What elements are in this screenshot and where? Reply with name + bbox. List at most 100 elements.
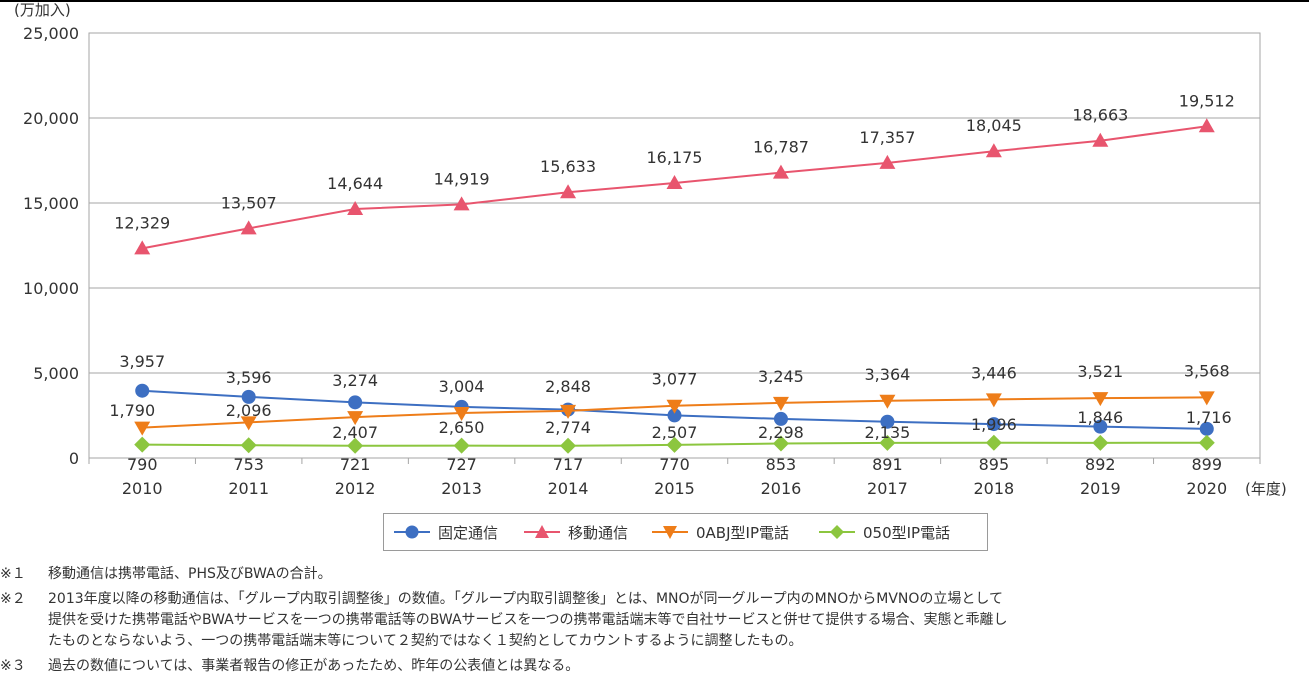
point-circle	[773, 411, 788, 426]
data-label: 2,298	[758, 423, 804, 442]
y-tick-label: 5,000	[33, 364, 79, 383]
footnote-line: 過去の数値については、事業者報告の修正があったため、昨年の公表値とは異なる。	[48, 658, 580, 674]
point-triangle	[134, 240, 151, 255]
triangle-down-marker-icon	[652, 526, 688, 539]
point-triangle	[1092, 132, 1109, 147]
legend-label-mobile: 移動通信	[568, 523, 629, 542]
data-label: 2,507	[652, 423, 698, 442]
data-label: 717	[553, 455, 584, 474]
point-triangle-down	[879, 394, 896, 409]
point-triangle	[666, 175, 683, 190]
data-label: 891	[872, 455, 903, 474]
y-tick-label: 15,000	[23, 194, 79, 213]
data-label-layer: 3,957 3,596 3,274 3,004 2,848 2,507 2,298 2,135…	[109, 91, 1234, 474]
data-label: 727	[446, 455, 477, 474]
y-tick-label: 20,000	[23, 109, 79, 128]
data-label: 14,919	[434, 169, 490, 188]
point-circle	[1199, 421, 1214, 436]
point-circle	[986, 417, 1001, 432]
data-label: 1,846	[1077, 408, 1123, 427]
data-label: 3,245	[758, 367, 804, 386]
data-label: 3,568	[1184, 361, 1230, 380]
data-label: 1,790	[109, 401, 155, 420]
point-diamond	[347, 437, 364, 454]
x-tick-label: 2017	[867, 479, 908, 498]
data-label: 3,596	[226, 368, 272, 387]
data-label: 753	[233, 455, 264, 474]
point-diamond	[1092, 434, 1109, 451]
data-label: 15,633	[540, 157, 596, 176]
chart-legend: 固定通信 移動通信 0ABJ型IP電話 050型IP電話	[383, 513, 988, 551]
point-diamond	[240, 437, 257, 454]
data-label: 2,096	[226, 401, 272, 420]
point-diamond	[453, 437, 470, 454]
grid-layer	[88, 32, 1261, 459]
x-tick-label: 2016	[761, 479, 802, 498]
data-label: 1,716	[1186, 408, 1232, 427]
point-triangle	[772, 164, 789, 179]
data-label: 3,521	[1077, 362, 1123, 381]
data-label: 13,507	[221, 193, 277, 212]
data-label: 18,045	[966, 116, 1022, 135]
plot-frame	[88, 32, 1261, 459]
data-label: 3,077	[652, 370, 698, 389]
point-triangle	[453, 196, 470, 211]
footnote-3: ※３ 過去の数値については、事業者報告の修正があったため、昨年の公表値とは異なる…	[0, 656, 1309, 677]
series-layer	[134, 118, 1215, 454]
x-tick-label: 2011	[228, 479, 269, 498]
point-triangle	[240, 220, 257, 235]
x-tick-label: 2010	[122, 479, 163, 498]
point-triangle-down	[560, 404, 577, 419]
point-circle	[348, 395, 363, 410]
data-label: 770	[659, 455, 690, 474]
data-label: 2,407	[332, 423, 378, 442]
data-label: 2,848	[545, 377, 591, 396]
point-triangle-down	[772, 396, 789, 411]
legend-item-050: 050型IP電話	[819, 514, 950, 550]
point-diamond	[772, 435, 789, 452]
legend-label-0abj: 0ABJ型IP電話	[696, 523, 789, 542]
point-triangle-down	[985, 393, 1002, 408]
legend-label-fixed: 固定通信	[438, 523, 499, 542]
footnote-mark: ※２	[0, 591, 26, 607]
x-unit-label: (年度)	[1245, 480, 1287, 498]
point-triangle	[560, 184, 577, 199]
legend-label-050: 050型IP電話	[863, 523, 951, 542]
y-unit-label: (万加入)	[14, 1, 71, 19]
footnotes: ※１ 移動通信は携帯電話、PHS及びBWAの合計。 ※２ 2013年度以降の移動…	[0, 564, 1309, 681]
data-label: 2,774	[545, 418, 591, 437]
point-diamond	[985, 434, 1002, 451]
x-tick-label: 2013	[441, 479, 482, 498]
point-triangle	[879, 154, 896, 169]
point-triangle	[985, 143, 1002, 158]
data-label: 12,329	[114, 213, 170, 232]
footnote-line: 移動通信は携帯電話、PHS及びBWAの合計。	[48, 566, 332, 582]
x-tick-label: 2019	[1080, 479, 1121, 498]
point-circle	[1093, 419, 1108, 434]
circle-marker-icon	[394, 525, 430, 539]
point-circle	[241, 389, 256, 404]
footnote-mark: ※３	[0, 658, 26, 674]
data-label: 899	[1191, 455, 1222, 474]
data-label: 3,004	[439, 377, 485, 396]
data-label: 17,357	[859, 128, 915, 147]
footnote-line: 提供を受けた携帯電話やBWAサービスを一つの携帯電話等のBWAサービスを一つの携…	[48, 612, 1008, 628]
data-label: 2,650	[439, 418, 485, 437]
triangle-up-marker-icon	[524, 525, 560, 538]
point-triangle-down	[134, 421, 151, 436]
data-label: 16,175	[647, 148, 703, 167]
axis-layer: 0 5,000 10,000 15,000 20,000 25,000 2010 2011 20…	[23, 24, 1261, 498]
data-label: 721	[340, 455, 371, 474]
data-label: 853	[766, 455, 797, 474]
data-label: 790	[127, 455, 158, 474]
point-triangle-down	[347, 411, 364, 426]
x-tick-label: 2012	[335, 479, 376, 498]
point-diamond	[879, 434, 896, 451]
point-circle	[880, 414, 895, 429]
data-label: 14,644	[327, 174, 383, 193]
point-diamond	[134, 436, 151, 453]
footnote-line: 2013年度以降の移動通信は、「グループ内取引調整後」の数値。「グループ内取引調…	[48, 591, 1003, 607]
point-triangle-down	[666, 399, 683, 414]
footnote-1: ※１ 移動通信は携帯電話、PHS及びBWAの合計。	[0, 564, 1309, 585]
y-tick-label: 25,000	[23, 24, 79, 43]
